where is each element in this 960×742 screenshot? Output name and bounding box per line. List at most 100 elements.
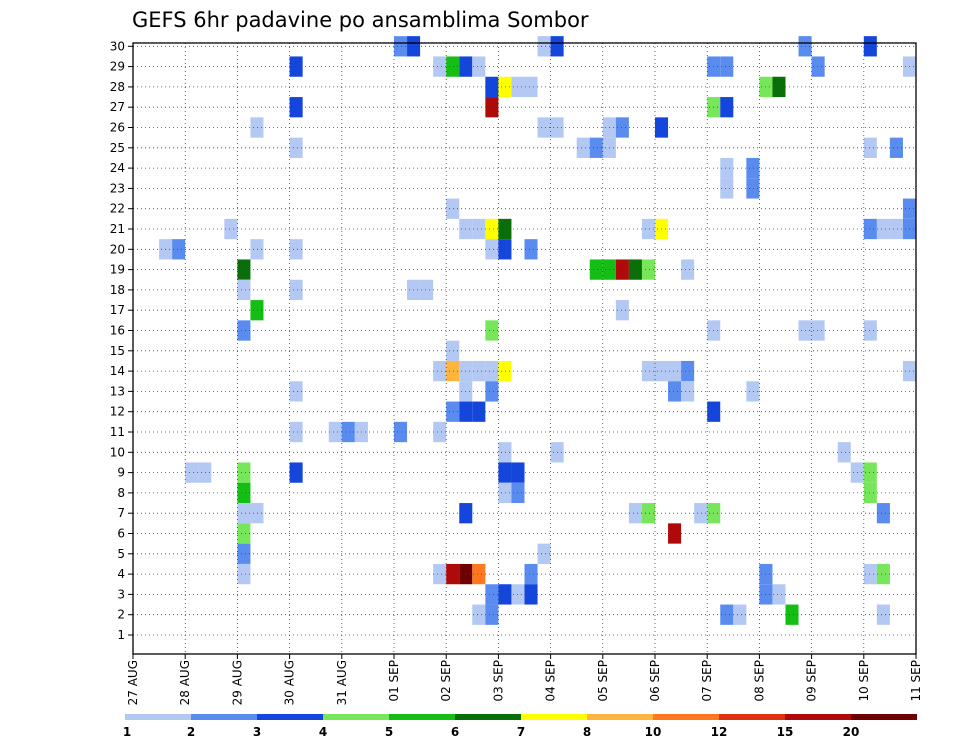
heatmap-cell bbox=[772, 584, 786, 605]
heatmap-cell bbox=[250, 239, 264, 260]
heatmap-cell bbox=[498, 218, 512, 240]
y-tick-label: 12 bbox=[110, 405, 125, 419]
heatmap-cell bbox=[615, 300, 629, 321]
y-tick-label: 24 bbox=[110, 161, 125, 175]
heatmap-cell bbox=[289, 239, 303, 260]
heatmap-cell bbox=[524, 76, 538, 98]
heatmap-cell bbox=[863, 482, 877, 504]
y-tick-label: 7 bbox=[117, 506, 125, 520]
heatmap-cell bbox=[224, 218, 238, 240]
y-tick-label: 23 bbox=[110, 181, 125, 195]
y-tick-label: 22 bbox=[110, 202, 125, 216]
heatmap-cell bbox=[876, 604, 890, 625]
heatmap-cell bbox=[863, 462, 877, 483]
legend-label: 10 bbox=[645, 725, 662, 739]
heatmap-cell bbox=[720, 178, 734, 199]
heatmap-cell bbox=[433, 421, 447, 443]
y-tick-label: 20 bbox=[110, 242, 125, 256]
heatmap-cell bbox=[876, 218, 890, 240]
legend-color-swatch bbox=[323, 714, 389, 720]
x-tick-label: 11 SEP bbox=[909, 660, 923, 702]
heatmap-cell bbox=[615, 117, 629, 138]
legend-label: 2 bbox=[187, 725, 195, 739]
y-tick-label: 5 bbox=[117, 547, 125, 561]
heatmap-cell bbox=[485, 97, 499, 118]
heatmap-cell bbox=[746, 381, 760, 402]
heatmap-cells bbox=[159, 36, 916, 625]
heatmap-cell bbox=[746, 157, 760, 179]
legend-label: 12 bbox=[711, 725, 728, 739]
x-tick-label: 28 AUG bbox=[178, 660, 192, 705]
y-tick-label: 28 bbox=[110, 80, 125, 94]
x-tick-label: 29 AUG bbox=[230, 660, 244, 705]
legend-label: 7 bbox=[517, 725, 525, 739]
y-tick-label: 29 bbox=[110, 60, 125, 74]
heatmap-cell bbox=[341, 421, 355, 443]
x-tick-label: 04 SEP bbox=[544, 660, 558, 702]
plot-frame bbox=[132, 42, 917, 655]
heatmap-cell bbox=[485, 584, 499, 605]
y-axis-ticks: 1234567891011121314151617181920212223242… bbox=[110, 39, 133, 642]
heatmap-cell bbox=[433, 360, 447, 382]
heatmap-cell bbox=[720, 157, 734, 179]
heatmap-cell bbox=[720, 56, 734, 77]
heatmap-cell bbox=[785, 604, 799, 625]
heatmap-cell bbox=[720, 97, 734, 118]
heatmap-cell bbox=[237, 482, 251, 504]
y-tick-label: 11 bbox=[110, 425, 125, 439]
legend-color-swatch bbox=[389, 714, 455, 720]
y-tick-label: 15 bbox=[110, 344, 125, 358]
heatmap-cell bbox=[328, 421, 342, 443]
heatmap-cell bbox=[615, 259, 629, 280]
heatmap-cell bbox=[589, 137, 603, 158]
heatmap-cell bbox=[681, 381, 695, 402]
legend-color-swatch bbox=[191, 714, 257, 720]
heatmap-cell bbox=[485, 360, 499, 382]
heatmap-cell bbox=[863, 563, 877, 585]
heatmap-cell bbox=[498, 239, 512, 260]
heatmap-cell bbox=[237, 279, 251, 301]
heatmap-cell bbox=[498, 76, 512, 98]
y-tick-label: 3 bbox=[117, 587, 125, 601]
heatmap-cell bbox=[237, 462, 251, 483]
y-tick-label: 10 bbox=[110, 445, 125, 459]
heatmap-cell bbox=[289, 97, 303, 118]
heatmap-cell bbox=[668, 381, 682, 402]
x-tick-label: 02 SEP bbox=[439, 660, 453, 702]
heatmap-cell bbox=[237, 563, 251, 585]
heatmap-cell bbox=[863, 137, 877, 158]
legend-label: 1 bbox=[123, 725, 131, 739]
color-legend: 1 2 3 4 5 6 7 8 10 12 15 20 bbox=[123, 714, 917, 739]
heatmap-cell bbox=[446, 340, 460, 361]
heatmap-cell bbox=[498, 584, 512, 605]
legend-color-swatch bbox=[719, 714, 785, 720]
heatmap-cell bbox=[889, 218, 903, 240]
legend-color-swatch bbox=[125, 714, 191, 720]
heatmap-cell bbox=[394, 421, 408, 443]
heatmap-cell bbox=[733, 604, 747, 625]
heatmap-cell bbox=[172, 239, 186, 260]
heatmap-cell bbox=[485, 381, 499, 402]
heatmap-cell bbox=[641, 503, 655, 524]
heatmap-cell bbox=[837, 442, 851, 463]
legend-color-swatch bbox=[455, 714, 521, 720]
heatmap-cell bbox=[485, 320, 499, 341]
heatmap-cell bbox=[289, 279, 303, 301]
heatmap-cell bbox=[681, 259, 695, 280]
heatmap-cell bbox=[694, 503, 708, 524]
heatmap-cell bbox=[237, 503, 251, 524]
heatmap-cell bbox=[446, 563, 460, 585]
heatmap-cell bbox=[289, 381, 303, 402]
y-tick-label: 27 bbox=[110, 100, 125, 114]
heatmap-cell bbox=[446, 360, 460, 382]
y-tick-label: 17 bbox=[110, 303, 125, 317]
heatmap-cell bbox=[485, 218, 499, 240]
heatmap-cell bbox=[289, 421, 303, 443]
y-tick-label: 18 bbox=[110, 283, 125, 297]
heatmap-cell bbox=[576, 137, 590, 158]
heatmap-cell bbox=[524, 584, 538, 605]
heatmap-cell bbox=[237, 320, 251, 341]
heatmap-cell bbox=[863, 218, 877, 240]
heatmap-cell bbox=[863, 320, 877, 341]
